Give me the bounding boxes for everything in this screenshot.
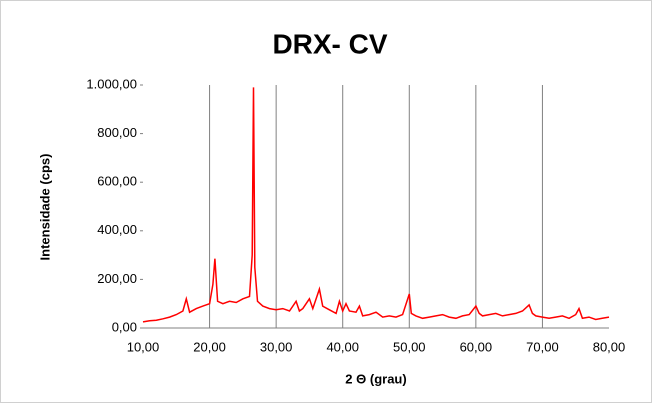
y-axis-label: Intensidade (cps) (37, 154, 52, 261)
x-tick-label: 60,00 (460, 339, 493, 354)
x-tick-label: 40,00 (326, 339, 359, 354)
y-tick-label: 0,00 (112, 319, 137, 334)
y-tick-label: 400,00 (97, 222, 137, 237)
y-tick-label: 800,00 (97, 125, 137, 140)
x-tick-label: 30,00 (260, 339, 293, 354)
chart-title: DRX- CV (272, 28, 387, 59)
x-tick-label: 20,00 (193, 339, 226, 354)
x-tick-label: 10,00 (127, 339, 160, 354)
y-tick-label: 1.000,00 (86, 76, 137, 91)
x-axis-label: 2 Θ (grau) (345, 371, 406, 386)
data-line (142, 87, 610, 323)
x-tick-label: 80,00 (593, 339, 626, 354)
y-tick-label: 200,00 (97, 271, 137, 286)
x-tick-label: 50,00 (393, 339, 426, 354)
y-tick-label: 600,00 (97, 174, 137, 189)
x-tick-label: 70,00 (526, 339, 559, 354)
